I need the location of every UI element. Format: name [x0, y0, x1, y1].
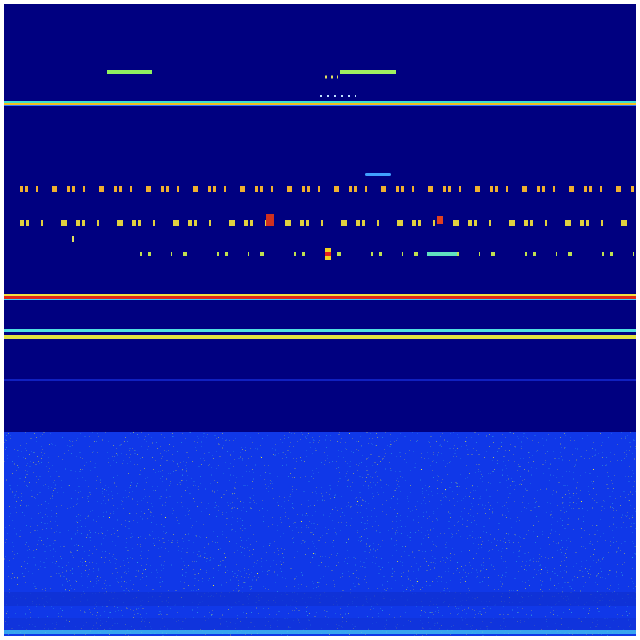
- noise-yellow: [4, 580, 636, 590]
- segment: [107, 70, 152, 74]
- band: [4, 105, 636, 106]
- segment: [365, 173, 391, 176]
- noise-yellow: [4, 432, 636, 446]
- segment: [325, 252, 331, 256]
- band: [4, 101, 636, 103]
- band: [4, 335, 636, 339]
- band: [4, 329, 636, 332]
- band: [4, 379, 636, 381]
- segment: [266, 214, 274, 226]
- segment: [427, 252, 457, 256]
- segment: [340, 70, 396, 74]
- noise-gap: [4, 618, 636, 630]
- band: [4, 630, 636, 634]
- noise-gap: [4, 592, 636, 606]
- noise-cyan: [4, 608, 636, 616]
- band: [4, 103, 636, 105]
- band: [4, 299, 636, 300]
- band: [4, 296, 636, 299]
- band: [4, 294, 636, 296]
- segment: [437, 216, 443, 224]
